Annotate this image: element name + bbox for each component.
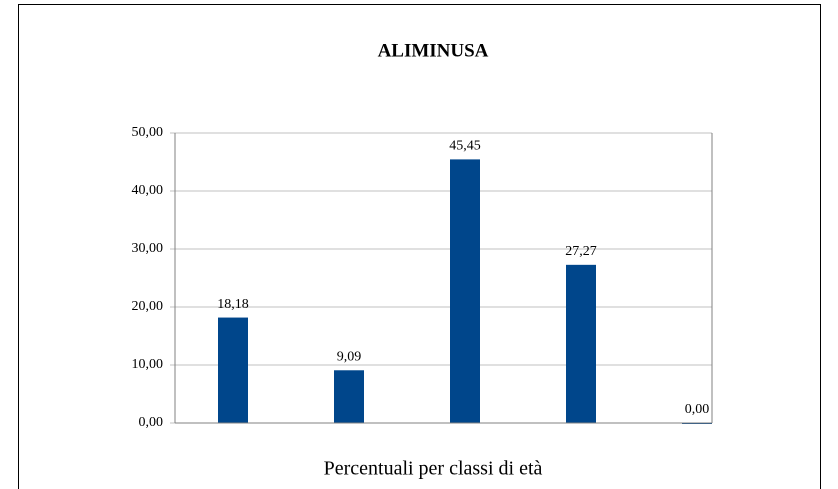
y-tick-label: 40,00 xyxy=(132,183,164,198)
y-tick-label: 30,00 xyxy=(132,241,164,256)
data-label: 27,27 xyxy=(565,244,597,259)
data-label: 0,00 xyxy=(685,402,710,417)
chart-title: ALIMINUSA xyxy=(378,40,489,61)
y-tick-label: 10,00 xyxy=(132,357,164,372)
y-tick-label: 0,00 xyxy=(139,415,164,430)
bar xyxy=(218,317,248,423)
x-axis-label: Percentuali per classi di età xyxy=(324,458,543,480)
y-tick-label: 20,00 xyxy=(132,299,164,314)
y-tick-label: 50,00 xyxy=(132,125,164,140)
bar xyxy=(566,264,596,423)
data-label: 18,18 xyxy=(217,297,249,312)
bar xyxy=(334,370,364,423)
chart-frame xyxy=(18,4,821,489)
data-label: 9,09 xyxy=(337,349,362,364)
bar xyxy=(450,159,480,423)
data-label: 45,45 xyxy=(449,139,481,154)
